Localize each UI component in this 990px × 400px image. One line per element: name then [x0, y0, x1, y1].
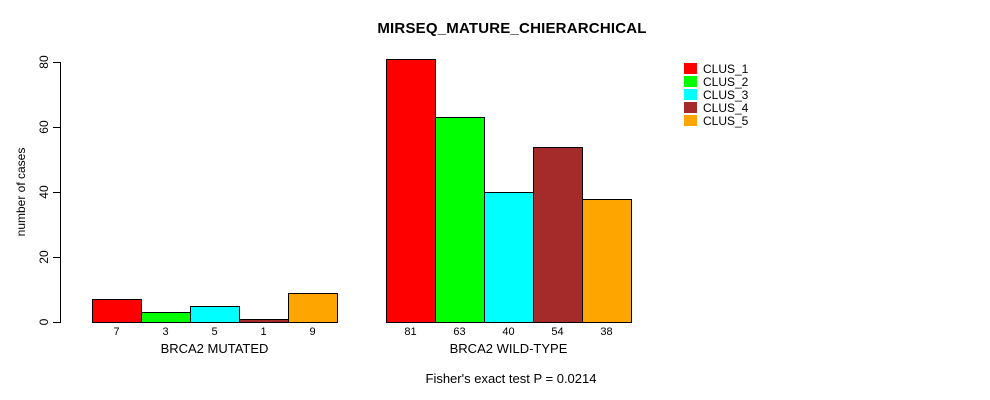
y-tick-label: 20	[37, 250, 51, 264]
subtitle-fishers-test: Fisher's exact test P = 0.0214	[425, 371, 597, 386]
bar-clus_3	[190, 305, 240, 323]
y-tick-label: 0	[37, 318, 51, 326]
bar-value-label: 7	[113, 326, 120, 338]
y-axis-line	[60, 62, 61, 323]
legend-item-clus_4: CLUS_4	[684, 100, 749, 115]
bar-value-label: 81	[404, 326, 417, 338]
bar-clus_2	[141, 312, 191, 323]
legend-label: CLUS_1	[703, 61, 749, 76]
bar-value-label: 5	[211, 326, 218, 338]
y-tick-label: 40	[37, 185, 51, 199]
legend-item-clus_1: CLUS_1	[684, 61, 749, 76]
bar-clus_5	[288, 292, 338, 323]
y-tick-label: 80	[37, 55, 51, 69]
bar-clus_3	[484, 192, 534, 323]
bar-clus_2	[435, 117, 485, 323]
legend-item-clus_3: CLUS_3	[684, 87, 749, 102]
y-tick-mark	[53, 62, 60, 63]
bar-clus_4	[239, 318, 289, 323]
bar-value-label: 9	[309, 326, 316, 338]
legend-swatch-clus_5	[684, 115, 697, 126]
bar-value-label: 3	[162, 326, 169, 338]
legend-item-clus_5: CLUS_5	[684, 113, 749, 128]
bar-clus_5	[582, 198, 632, 323]
bar-clus_4	[533, 146, 583, 323]
bar-value-label: 40	[502, 326, 515, 338]
legend: CLUS_1 CLUS_2 CLUS_3 CLUS_4 CLUS_5	[684, 61, 749, 128]
bar-clus_1	[92, 299, 142, 323]
bar-value-label: 54	[551, 326, 564, 338]
y-tick-label: 60	[37, 120, 51, 134]
bar-value-label: 63	[453, 326, 466, 338]
legend-label: CLUS_2	[703, 74, 749, 89]
legend-label: CLUS_3	[703, 87, 749, 102]
legend-swatch-clus_1	[684, 63, 697, 74]
legend-item-clus_2: CLUS_2	[684, 74, 749, 89]
y-axis-label: number of cases	[14, 147, 28, 237]
bar-value-label: 38	[600, 326, 613, 338]
group-label: BRCA2 WILD-TYPE	[449, 341, 568, 356]
legend-label: CLUS_5	[703, 113, 749, 128]
bar-value-label: 1	[260, 326, 267, 338]
chart-title: MIRSEQ_MATURE_CHIERARCHICAL	[377, 20, 647, 37]
legend-label: CLUS_4	[703, 100, 749, 115]
legend-swatch-clus_3	[684, 89, 697, 100]
bar-clus_1	[386, 58, 436, 323]
legend-swatch-clus_2	[684, 76, 697, 87]
legend-swatch-clus_4	[684, 102, 697, 113]
y-tick-mark	[53, 257, 60, 258]
y-tick-mark	[53, 322, 60, 323]
y-tick-mark	[53, 192, 60, 193]
y-tick-mark	[53, 127, 60, 128]
group-label: BRCA2 MUTATED	[160, 341, 269, 356]
